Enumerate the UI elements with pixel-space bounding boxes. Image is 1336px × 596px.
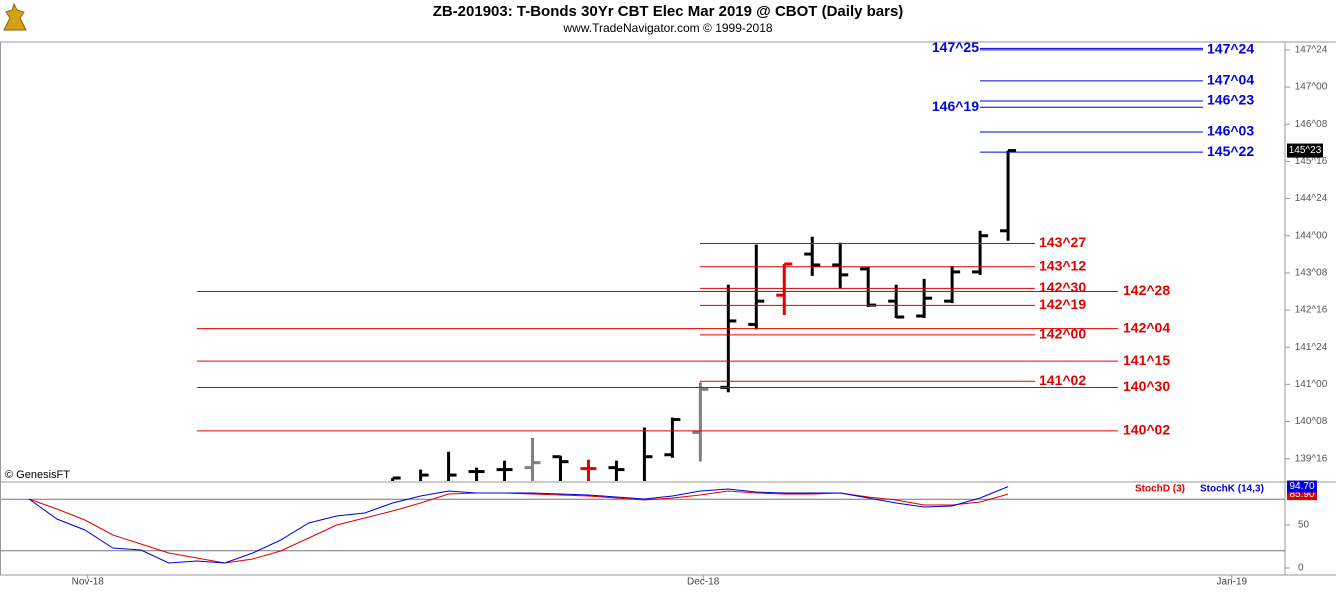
level-label: 141^15 bbox=[1123, 352, 1170, 368]
y-tick-label: 141^00 bbox=[1295, 379, 1328, 390]
last-value-label: 94.70 bbox=[1289, 481, 1314, 492]
level-label: 147^24 bbox=[1207, 41, 1254, 57]
y-tick-label: 144^24 bbox=[1295, 193, 1328, 204]
level-label: 142^30 bbox=[1039, 279, 1086, 295]
price-pane bbox=[391, 149, 1017, 481]
level-label: 146^19 bbox=[932, 98, 979, 114]
y-tick-label: 147^24 bbox=[1295, 45, 1328, 56]
level-label: 142^04 bbox=[1123, 319, 1170, 335]
y-tick-label: 147^00 bbox=[1295, 82, 1328, 93]
y-tick-label: 141^24 bbox=[1295, 342, 1328, 353]
level-label: 145^22 bbox=[1207, 143, 1254, 159]
logo bbox=[3, 2, 27, 31]
level-label: 142^00 bbox=[1039, 326, 1086, 342]
level-label: 143^12 bbox=[1039, 257, 1086, 273]
chart-subtitle: www.TradeNavigator.com © 1999-2018 bbox=[562, 21, 772, 35]
y-tick-label: 139^16 bbox=[1295, 453, 1328, 464]
x-tick-label: Jan-19 bbox=[1217, 577, 1248, 588]
level-label: 142^28 bbox=[1123, 282, 1170, 298]
last-value-label: 85.90 bbox=[1289, 489, 1314, 500]
chart-title: ZB-201903: T-Bonds 30Yr CBT Elec Mar 201… bbox=[433, 3, 904, 20]
level-label: 146^03 bbox=[1207, 123, 1254, 139]
stoch-line bbox=[28, 486, 1009, 564]
last-price-label: 145^23 bbox=[1289, 145, 1322, 156]
x-tick-label: Dec-18 bbox=[687, 577, 720, 588]
legend-entry: StochD (3) bbox=[1135, 484, 1185, 495]
y-tick-label: 50 bbox=[1298, 520, 1310, 531]
y-tick-label: 143^08 bbox=[1295, 268, 1328, 279]
level-label: 140^02 bbox=[1123, 422, 1170, 438]
y-tick-label: 145^16 bbox=[1295, 156, 1328, 167]
y-tick-label: 144^00 bbox=[1295, 230, 1328, 241]
level-label: 147^25 bbox=[932, 39, 979, 55]
level-label: 146^23 bbox=[1207, 92, 1254, 108]
legend-entry: StochK (14,3) bbox=[1200, 484, 1264, 495]
watermark: © GenesisFT bbox=[5, 469, 70, 481]
level-label: 140^30 bbox=[1123, 378, 1170, 394]
y-tick-label: 140^08 bbox=[1295, 416, 1328, 427]
level-label: 142^19 bbox=[1039, 296, 1086, 312]
level-label: 141^02 bbox=[1039, 372, 1086, 388]
y-tick-label: 142^16 bbox=[1295, 305, 1328, 316]
level-label: 147^04 bbox=[1207, 72, 1254, 88]
y-tick-label: 0 bbox=[1298, 563, 1304, 574]
last-price-box bbox=[1287, 143, 1323, 158]
x-tick-label: Nov-18 bbox=[72, 577, 105, 588]
y-tick-label: 146^08 bbox=[1295, 119, 1328, 130]
last-value-box bbox=[1287, 480, 1317, 493]
level-label: 143^27 bbox=[1039, 234, 1086, 250]
